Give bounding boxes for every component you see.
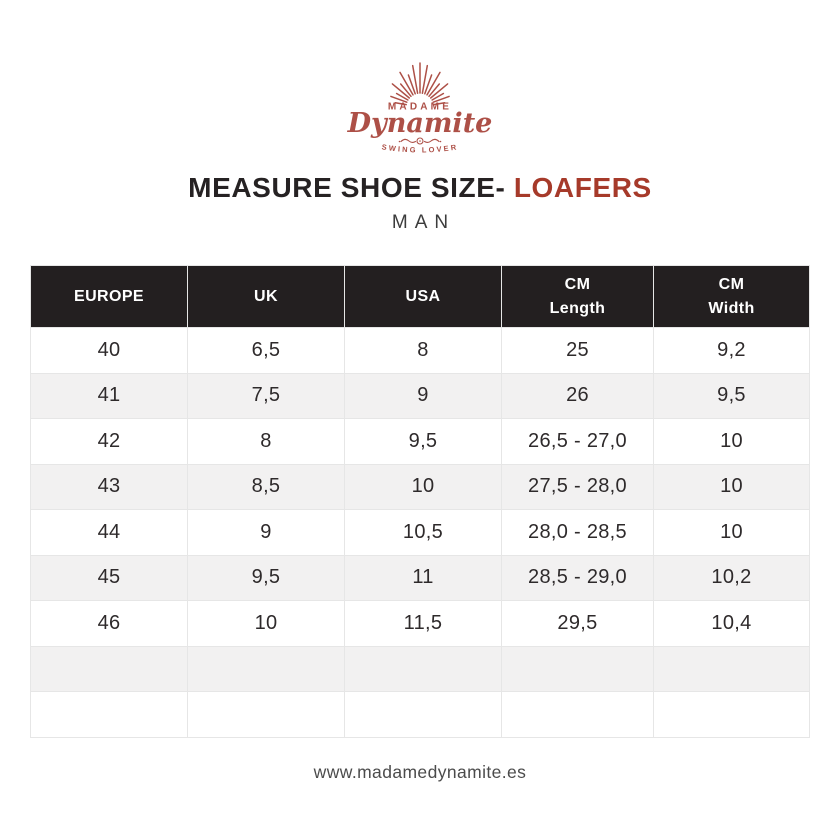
- table-cell: 9,2: [653, 327, 810, 374]
- table-cell: 40: [30, 327, 188, 374]
- page-title-main: MEASURE SHOE SIZE-: [188, 172, 506, 203]
- brand-tagline: SWING LOVER: [381, 142, 457, 154]
- column-header-cm-width: CM Width: [653, 265, 810, 328]
- table-cell: 45: [30, 554, 188, 601]
- table-cell: 10: [187, 600, 345, 647]
- table-cell: 11: [344, 554, 502, 601]
- table-cell: 8: [187, 418, 345, 465]
- table-cell: [30, 691, 188, 738]
- svg-text:SWING LOVER: SWING LOVER: [381, 142, 459, 154]
- column-header-uk: UK: [187, 265, 345, 328]
- table-row: [30, 691, 810, 738]
- table-row: 45 9,5 11 28,5 - 29,0 10,2: [30, 554, 810, 601]
- table-cell: 6,5: [187, 327, 345, 374]
- website-url: www.madamedynamite.es: [313, 762, 527, 782]
- table-cell: 9,5: [187, 554, 345, 601]
- table-cell: [187, 645, 345, 692]
- table-header-row: EUROPE UK USA CM Length CM Width: [30, 265, 810, 328]
- sunburst-rays-icon: [390, 62, 450, 106]
- table-cell: 7,5: [187, 372, 345, 419]
- table-row: [30, 645, 810, 692]
- table-row: 46 10 11,5 29,5 10,4: [30, 600, 810, 647]
- table-cell: [653, 645, 810, 692]
- table-cell: 25: [501, 327, 654, 374]
- table-cell: 8: [344, 327, 502, 374]
- table-cell: 28,5 - 29,0: [501, 554, 654, 601]
- column-header-cm-length: CM Length: [501, 265, 654, 328]
- table-cell: 43: [30, 463, 188, 510]
- table-cell: 10: [653, 509, 810, 556]
- table-row: 40 6,5 8 25 9,2: [30, 327, 810, 374]
- table-cell: 9: [344, 372, 502, 419]
- table-cell: 9,5: [653, 372, 810, 419]
- column-header-europe: EUROPE: [30, 265, 188, 328]
- size-table: EUROPE UK USA CM Length CM Width 40 6,5 …: [30, 265, 810, 738]
- brand-name-madame: MADAME: [388, 102, 452, 113]
- page-subtitle: MAN: [391, 212, 456, 233]
- table-cell: 10: [653, 418, 810, 465]
- table-row: 43 8,5 10 27,5 - 28,0 10: [30, 463, 810, 510]
- table-cell: 10: [653, 463, 810, 510]
- table-row: 44 9 10,5 28,0 - 28,5 10: [30, 509, 810, 556]
- table-cell: 26,5 - 27,0: [501, 418, 654, 465]
- page-title: MEASURE SHOE SIZE- LOAFERS: [0, 172, 840, 204]
- table-cell: 10,2: [653, 554, 810, 601]
- table-cell: 44: [30, 509, 188, 556]
- table-row: 42 8 9,5 26,5 - 27,0 10: [30, 418, 810, 465]
- table-cell: [501, 645, 654, 692]
- table-cell: 10: [344, 463, 502, 510]
- table-cell: 10,4: [653, 600, 810, 647]
- table-cell: 11,5: [344, 600, 502, 647]
- table-cell: 41: [30, 372, 188, 419]
- ornament-icon: [398, 137, 442, 145]
- table-row: 41 7,5 9 26 9,5: [30, 372, 810, 419]
- table-cell: 8,5: [187, 463, 345, 510]
- table-cell: 9,5: [344, 418, 502, 465]
- table-cell: [653, 691, 810, 738]
- table-cell: 9: [187, 509, 345, 556]
- page-title-accent: LOAFERS: [513, 172, 652, 203]
- brand-logo: MADAME Dynamite SWING LOVER: [340, 55, 500, 163]
- table-cell: 46: [30, 600, 188, 647]
- table-cell: 42: [30, 418, 188, 465]
- table-cell: [501, 691, 654, 738]
- table-cell: [344, 691, 502, 738]
- table-cell: 28,0 - 28,5: [501, 509, 654, 556]
- table-cell: [187, 691, 345, 738]
- table-cell: 27,5 - 28,0: [501, 463, 654, 510]
- table-cell: 26: [501, 372, 654, 419]
- brand-name-dynamite: Dynamite: [347, 108, 493, 139]
- table-cell: [30, 645, 188, 692]
- table-cell: [344, 645, 502, 692]
- table-cell: 29,5: [501, 600, 654, 647]
- brand-logo-svg: MADAME Dynamite SWING LOVER: [347, 62, 493, 155]
- column-header-usa: USA: [344, 265, 502, 328]
- table-cell: 10,5: [344, 509, 502, 556]
